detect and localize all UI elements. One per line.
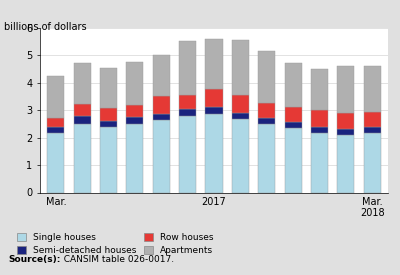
Bar: [179, 41, 196, 95]
Bar: [258, 51, 275, 103]
Bar: [258, 118, 275, 124]
Bar: [153, 55, 170, 96]
Bar: [100, 121, 117, 127]
Text: billions of dollars: billions of dollars: [4, 22, 87, 32]
Bar: [232, 119, 249, 192]
Bar: [311, 127, 328, 133]
Bar: [337, 135, 354, 192]
Bar: [364, 127, 381, 133]
Bar: [337, 129, 354, 135]
Bar: [311, 133, 328, 192]
Bar: [74, 116, 91, 124]
Bar: [206, 114, 222, 192]
Bar: [74, 124, 91, 192]
Bar: [337, 113, 354, 129]
Bar: [179, 95, 196, 109]
Bar: [337, 66, 354, 113]
Bar: [179, 109, 196, 116]
Bar: [258, 103, 275, 118]
Legend: Single houses, Semi-detached houses, Row houses, Apartments: Single houses, Semi-detached houses, Row…: [17, 233, 213, 255]
Bar: [179, 116, 196, 192]
Bar: [153, 114, 170, 120]
Bar: [100, 68, 117, 108]
Bar: [126, 62, 144, 104]
Bar: [74, 63, 91, 104]
Bar: [258, 124, 275, 192]
Bar: [47, 76, 64, 118]
Bar: [311, 69, 328, 110]
Bar: [153, 120, 170, 192]
Bar: [47, 127, 64, 133]
Bar: [311, 110, 328, 127]
Bar: [364, 133, 381, 192]
Bar: [206, 107, 222, 114]
Bar: [284, 128, 302, 192]
Bar: [100, 127, 117, 192]
Bar: [47, 118, 64, 127]
Bar: [126, 124, 144, 192]
Bar: [284, 107, 302, 122]
Bar: [364, 112, 381, 127]
Bar: [284, 63, 302, 107]
Bar: [126, 104, 144, 117]
Bar: [206, 89, 222, 107]
Bar: [232, 95, 249, 113]
Text: Source(s):: Source(s):: [8, 255, 60, 264]
Bar: [206, 39, 222, 89]
Bar: [153, 96, 170, 114]
Text: CANSIM table 026-0017.: CANSIM table 026-0017.: [58, 255, 174, 264]
Bar: [74, 104, 91, 116]
Bar: [232, 113, 249, 119]
Bar: [232, 40, 249, 95]
Bar: [126, 117, 144, 124]
Bar: [100, 108, 117, 121]
Bar: [284, 122, 302, 128]
Bar: [47, 133, 64, 192]
Bar: [364, 66, 381, 112]
